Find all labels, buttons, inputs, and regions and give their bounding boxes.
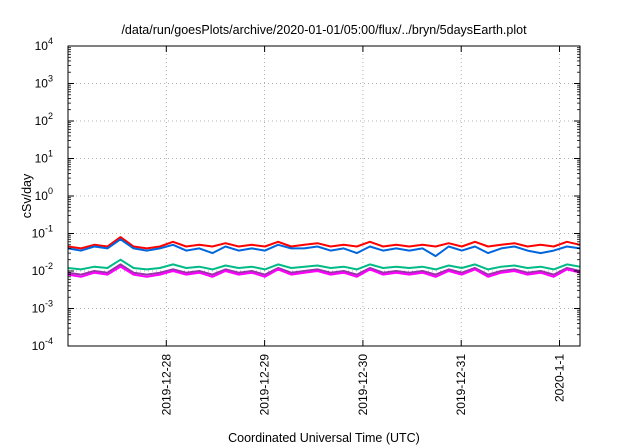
y-axis-label: cSv/day (20, 173, 34, 218)
series-line-5 (67, 265, 581, 278)
x-axis: 2019-12-28 2019-12-29 2019-12-30 2019-12-31… (159, 46, 567, 416)
x-tick-label: 2020-1-1 (553, 354, 567, 402)
series-line-2 (67, 238, 581, 258)
series-line-1 (67, 236, 581, 250)
y-tick-label: 10-1 (32, 224, 53, 241)
series-line-4 (67, 263, 581, 276)
y-tick-label: 104 (35, 36, 53, 53)
x-axis-label: Coordinated Universal Time (UTC) (228, 431, 420, 445)
y-tick-label: 10-2 (32, 261, 53, 278)
y-tick-label: 100 (35, 186, 53, 203)
series-line-3 (67, 258, 581, 271)
x-tick-label: 2019-12-28 (159, 354, 173, 416)
x-tick-label: 2019-12-30 (356, 354, 370, 416)
x-tick-label: 2019-12-29 (258, 354, 272, 416)
series-group (67, 236, 581, 278)
chart-title: /data/run/goesPlots/archive/2020-01-01/0… (121, 23, 527, 37)
y-axis: 104 103 102 101 100 10-1 10-2 10-3 10-4 (32, 36, 580, 353)
y-tick-label: 10-4 (32, 336, 53, 353)
y-tick-label: 102 (35, 111, 53, 128)
grid (68, 46, 580, 346)
x-tick-label: 2019-12-31 (454, 354, 468, 416)
y-tick-label: 10-3 (32, 299, 53, 316)
y-tick-label: 101 (35, 149, 53, 166)
y-tick-label: 103 (35, 74, 53, 91)
